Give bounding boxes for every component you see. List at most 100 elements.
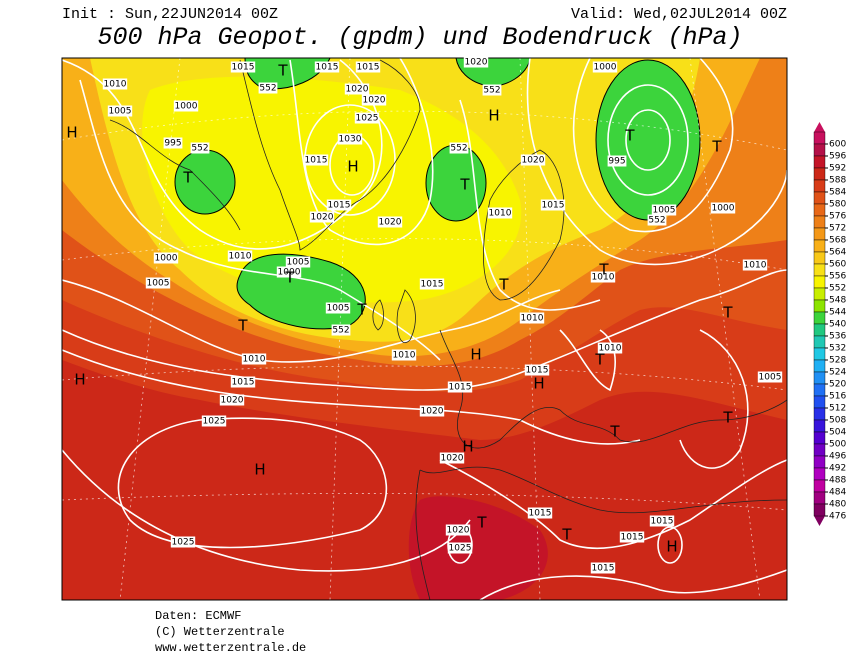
legend-label: 528 [829,356,846,366]
copyright: (C) Wetterzentrale [155,625,285,639]
label-background [107,105,133,117]
legend-label: 592 [829,164,846,174]
isobar-label: 995 [164,139,181,149]
legend-swatch [813,215,826,229]
label-background [419,278,445,290]
label-background [309,211,335,223]
pressure-center: T [277,62,288,80]
legend-label: 548 [829,296,846,306]
label-background [619,531,645,543]
legend-label: 532 [829,344,846,354]
isobar-label: 552 [648,216,665,226]
label-background [597,342,623,354]
label-background [540,199,566,211]
isobar-label: 1020 [379,218,402,228]
pressure-center: H [666,538,677,556]
pressure-center: T [476,514,487,532]
pressure-center: T [711,138,722,156]
pressure-center: T [722,304,733,322]
isobar-label: 1020 [346,85,369,95]
isobar-label: 1020 [447,526,470,536]
label-background [145,277,171,289]
legend-label: 492 [829,464,846,474]
label-background [285,256,311,268]
label-background [439,452,465,464]
isobar-label: 552 [483,86,500,96]
pressure-center: T [182,169,193,187]
legend-swatch [813,143,826,157]
label-background [742,259,768,271]
legend-label: 584 [829,188,846,198]
legend-swatch [813,443,826,457]
color-legend: 600 596 592 588 584 580 576 572 568 564 560 556 552 5… [813,122,846,526]
legend-swatch [813,347,826,361]
pressure-center: H [254,461,265,479]
isobar-label: 1015 [542,201,565,211]
isobar-label: 1015 [232,378,255,388]
isobar-label: 1015 [421,280,444,290]
isobar-label: 1000 [712,204,735,214]
label-background [258,82,278,94]
isobar-label: 1020 [421,407,444,417]
label-background [651,204,677,216]
website: www.wetterzentrale.de [155,641,306,655]
legend-label: 536 [829,332,846,342]
label-background [447,542,473,554]
legend-label: 572 [829,224,846,234]
init-time: Init : Sun,22JUN2014 00Z [62,6,278,23]
isobar-label: 1000 [594,63,617,73]
label-background [487,207,513,219]
label-background [153,252,179,264]
label-background [590,562,616,574]
pressure-center: T [722,409,733,427]
isobar-label: 1025 [172,538,195,548]
isobar-label: 1020 [311,213,334,223]
pressure-center: H [533,375,544,393]
isobar-label: 1015 [529,509,552,519]
legend-swatch [813,383,826,397]
label-background [527,507,553,519]
legend-label: 516 [829,392,846,402]
legend-arrow-top [814,122,825,132]
pressure-center: T [598,261,609,279]
label-background [276,266,302,278]
isobar-label: 1015 [232,63,255,73]
legend-label: 476 [829,512,846,522]
data-source: Daten: ECMWF [155,609,241,623]
label-background [592,61,618,73]
label-background [227,250,253,262]
label-background [524,364,550,376]
isobar-label: 1010 [744,261,767,271]
label-background [463,56,489,68]
isobar-label: 995 [608,157,625,167]
isobar-label: 1010 [229,252,252,262]
isobar-label: 1010 [599,344,622,354]
pressure-center: H [470,346,481,364]
legend-label: 540 [829,320,846,330]
label-background [607,155,627,167]
isobar-label: 1005 [109,107,132,117]
isobar-label: 1005 [653,206,676,216]
legend-swatch [813,299,826,313]
isobar-label: 1005 [759,373,782,383]
isobar-label: 1000 [155,254,178,264]
pressure-center: H [462,438,473,456]
isobar-label: 1015 [449,383,472,393]
legend-label: 544 [829,308,846,318]
legend-label: 508 [829,416,846,426]
legend-swatch [813,263,826,277]
isobar-label: 1005 [327,304,350,314]
legend-swatch [813,287,826,301]
legend-swatch [813,179,826,193]
label-background [326,199,352,211]
pressure-center: H [347,158,358,176]
isobar-label: 1015 [651,517,674,527]
legend-label: 596 [829,152,846,162]
isobar-label: 1015 [526,366,549,376]
pressure-center: T [459,176,470,194]
legend-swatch [813,407,826,421]
legend-swatch [813,227,826,241]
legend-swatch [813,491,826,505]
label-background [331,324,351,336]
label-background [445,524,471,536]
